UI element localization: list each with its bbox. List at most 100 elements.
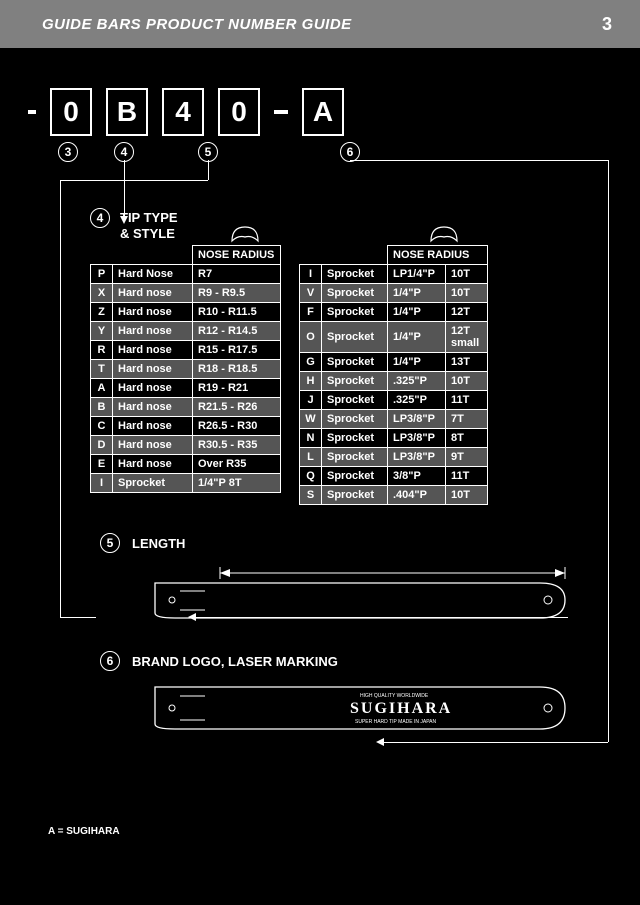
pitch-cell: .325"P bbox=[388, 391, 446, 410]
code-cell: N bbox=[300, 429, 322, 448]
type-cell: Sprocket bbox=[322, 410, 388, 429]
code-box-4: 0 bbox=[218, 88, 260, 136]
type-cell: Sprocket bbox=[113, 474, 193, 493]
tip-type-table-right: NOSE RADIUS ISprocketLP1/4"P10TVSprocket… bbox=[299, 245, 488, 505]
code-cell: Y bbox=[91, 322, 113, 341]
table-left-wrap: NOSE RADIUS PHard NoseR7XHard noseR9 - R… bbox=[90, 245, 281, 493]
section-4-title: TIP TYPE & STYLE bbox=[120, 210, 178, 241]
code-cell: H bbox=[300, 372, 322, 391]
table-row: NSprocketLP3/8"P8T bbox=[300, 429, 488, 448]
guide-bar-length-diagram bbox=[150, 563, 570, 623]
table-row: CHard noseR26.5 - R30 bbox=[91, 417, 281, 436]
radius-cell: R10 - R11.5 bbox=[193, 303, 281, 322]
table-right-wrap: NOSE RADIUS ISprocketLP1/4"P10TVSprocket… bbox=[299, 245, 488, 505]
teeth-cell: 10T bbox=[446, 265, 488, 284]
code-box-3: 4 bbox=[162, 88, 204, 136]
code-cell: A bbox=[91, 379, 113, 398]
teeth-cell: 10T bbox=[446, 372, 488, 391]
radius-cell: R19 - R21 bbox=[193, 379, 281, 398]
tip-type-table-left: NOSE RADIUS PHard NoseR7XHard noseR9 - R… bbox=[90, 245, 281, 493]
arrow-left-5 bbox=[188, 613, 196, 621]
dash-separator bbox=[274, 110, 288, 114]
section-4-title-1: TIP TYPE bbox=[120, 210, 178, 226]
table-row: XHard noseR9 - R9.5 bbox=[91, 284, 281, 303]
table-row: AHard noseR19 - R21 bbox=[91, 379, 281, 398]
ref-circle-6: 6 bbox=[340, 142, 360, 162]
section-6: 6 BRAND LOGO, LASER MARKING bbox=[100, 651, 640, 671]
nose-radius-header-right: NOSE RADIUS bbox=[388, 246, 488, 265]
code-cell: J bbox=[300, 391, 322, 410]
table-row: VSprocket1/4"P10T bbox=[300, 284, 488, 303]
type-cell: Sprocket bbox=[322, 372, 388, 391]
radius-cell: R21.5 - R26 bbox=[193, 398, 281, 417]
page-number: 3 bbox=[602, 14, 612, 35]
table-row: GSprocket1/4"P13T bbox=[300, 353, 488, 372]
connector-5h bbox=[60, 180, 208, 181]
section-5: 5 LENGTH bbox=[100, 533, 640, 553]
type-cell: Hard nose bbox=[113, 379, 193, 398]
table-row: HSprocket.325"P10T bbox=[300, 372, 488, 391]
code-cell: O bbox=[300, 322, 322, 353]
ref-circle-row: 3 4 5 6 bbox=[28, 142, 640, 166]
type-cell: Sprocket bbox=[322, 429, 388, 448]
pitch-cell: .404"P bbox=[388, 486, 446, 505]
radius-cell: R15 - R17.5 bbox=[193, 341, 281, 360]
code-cell: E bbox=[91, 455, 113, 474]
section-4-header: 4 TIP TYPE & STYLE bbox=[90, 208, 640, 241]
code-box-2: B bbox=[106, 88, 148, 136]
type-cell: Hard nose bbox=[113, 360, 193, 379]
brand-logo-text: SUGIHARA bbox=[350, 700, 452, 717]
type-cell: Sprocket bbox=[322, 391, 388, 410]
teeth-cell: 10T bbox=[446, 486, 488, 505]
pitch-cell: 1/4"P bbox=[388, 322, 446, 353]
code-cell: C bbox=[91, 417, 113, 436]
radius-cell: R26.5 - R30 bbox=[193, 417, 281, 436]
radius-cell: R18 - R18.5 bbox=[193, 360, 281, 379]
section-4-circle: 4 bbox=[90, 208, 110, 228]
code-cell: F bbox=[300, 303, 322, 322]
table-row: THard noseR18 - R18.5 bbox=[91, 360, 281, 379]
type-cell: Hard nose bbox=[113, 398, 193, 417]
code-cell: S bbox=[300, 486, 322, 505]
type-cell: Sprocket bbox=[322, 303, 388, 322]
table-row: BHard noseR21.5 - R26 bbox=[91, 398, 281, 417]
radius-cell: R9 - R9.5 bbox=[193, 284, 281, 303]
code-cell: Z bbox=[91, 303, 113, 322]
header-bar: GUIDE BARS PRODUCT NUMBER GUIDE 3 bbox=[0, 0, 640, 48]
table-row: ISprocketLP1/4"P10T bbox=[300, 265, 488, 284]
pitch-cell: LP3/8"P bbox=[388, 448, 446, 467]
pitch-cell: 1/4"P bbox=[388, 303, 446, 322]
section-6-title: BRAND LOGO, LASER MARKING bbox=[132, 654, 338, 669]
code-cell: L bbox=[300, 448, 322, 467]
code-cell: X bbox=[91, 284, 113, 303]
code-cell: T bbox=[91, 360, 113, 379]
pitch-cell: .325"P bbox=[388, 372, 446, 391]
table-row: SSprocket.404"P10T bbox=[300, 486, 488, 505]
code-cell: P bbox=[91, 265, 113, 284]
nose-icon-left bbox=[230, 223, 260, 245]
header-title: GUIDE BARS PRODUCT NUMBER GUIDE bbox=[42, 16, 352, 33]
table-row: ZHard noseR10 - R11.5 bbox=[91, 303, 281, 322]
radius-cell: R30.5 - R35 bbox=[193, 436, 281, 455]
code-cell: V bbox=[300, 284, 322, 303]
connector-6h2 bbox=[382, 742, 608, 743]
ref-circle-5: 5 bbox=[198, 142, 218, 162]
code-cell: I bbox=[300, 265, 322, 284]
guide-bar-brand-diagram: SUGIHARA HIGH QUALITY WORLDWIDE SUPER HA… bbox=[150, 679, 570, 734]
code-cell: D bbox=[91, 436, 113, 455]
table-row: DHard noseR30.5 - R35 bbox=[91, 436, 281, 455]
nose-icon-right bbox=[429, 223, 459, 245]
type-cell: Hard nose bbox=[113, 417, 193, 436]
type-cell: Hard nose bbox=[113, 455, 193, 474]
connector-5v2 bbox=[60, 180, 61, 617]
type-cell: Hard nose bbox=[113, 436, 193, 455]
table-row: PHard NoseR7 bbox=[91, 265, 281, 284]
teeth-cell: 12T bbox=[446, 303, 488, 322]
table-row: ISprocket1/4"P 8T bbox=[91, 474, 281, 493]
type-cell: Hard nose bbox=[113, 341, 193, 360]
teeth-cell: 7T bbox=[446, 410, 488, 429]
section-4-title-2: & STYLE bbox=[120, 226, 178, 242]
code-cell: I bbox=[91, 474, 113, 493]
teeth-cell: 10T bbox=[446, 284, 488, 303]
type-cell: Hard nose bbox=[113, 322, 193, 341]
